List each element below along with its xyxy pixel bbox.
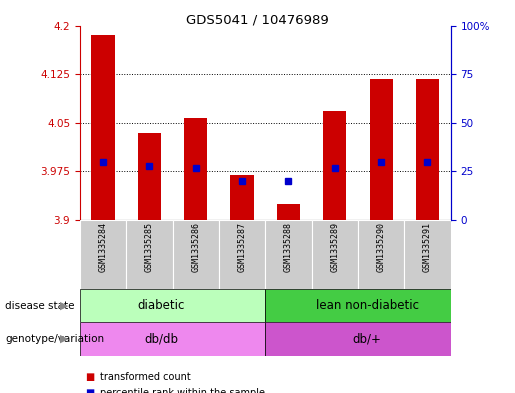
Text: GSM1335289: GSM1335289 xyxy=(330,222,339,272)
Text: ▶: ▶ xyxy=(60,301,68,310)
Text: GSM1335286: GSM1335286 xyxy=(191,222,200,272)
Text: ■: ■ xyxy=(85,372,94,382)
Bar xyxy=(277,204,300,220)
Bar xyxy=(404,220,451,289)
Bar xyxy=(358,220,404,289)
Bar xyxy=(173,220,219,289)
Bar xyxy=(92,35,114,220)
Bar xyxy=(126,220,173,289)
Bar xyxy=(323,111,346,220)
Text: GSM1335290: GSM1335290 xyxy=(376,222,386,272)
Bar xyxy=(219,220,265,289)
Bar xyxy=(184,118,207,220)
Text: db/db: db/db xyxy=(144,332,178,345)
Text: GSM1335285: GSM1335285 xyxy=(145,222,154,272)
Text: percentile rank within the sample: percentile rank within the sample xyxy=(100,388,265,393)
Bar xyxy=(80,322,265,356)
Text: GSM1335287: GSM1335287 xyxy=(237,222,247,272)
Bar xyxy=(312,220,358,289)
Bar xyxy=(265,289,451,322)
Bar xyxy=(80,289,265,322)
Text: transformed count: transformed count xyxy=(100,372,191,382)
Bar xyxy=(265,322,451,356)
Bar xyxy=(369,79,392,220)
Text: genotype/variation: genotype/variation xyxy=(5,334,104,344)
Text: diabetic: diabetic xyxy=(138,299,184,312)
Text: GDS5041 / 10476989: GDS5041 / 10476989 xyxy=(186,14,329,27)
Bar xyxy=(138,132,161,220)
Text: ■: ■ xyxy=(85,388,94,393)
Bar xyxy=(231,174,253,220)
Text: lean non-diabetic: lean non-diabetic xyxy=(316,299,419,312)
Text: disease state: disease state xyxy=(5,301,75,310)
Text: db/+: db/+ xyxy=(353,332,382,345)
Bar xyxy=(80,220,126,289)
Text: GSM1335288: GSM1335288 xyxy=(284,222,293,272)
Text: ▶: ▶ xyxy=(60,334,68,344)
Bar xyxy=(265,220,312,289)
Text: GSM1335284: GSM1335284 xyxy=(98,222,108,272)
Bar xyxy=(416,79,439,220)
Text: GSM1335291: GSM1335291 xyxy=(423,222,432,272)
